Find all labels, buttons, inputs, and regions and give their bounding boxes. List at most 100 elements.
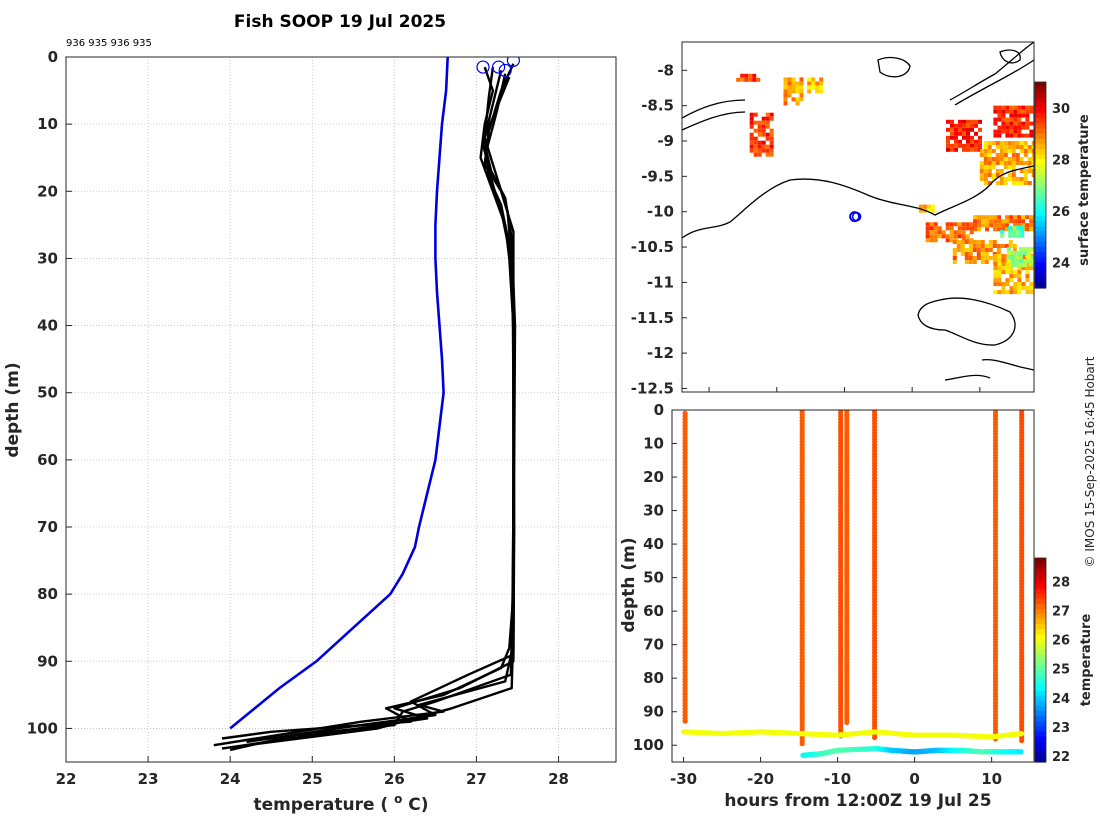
sst-cell (997, 278, 1002, 283)
section-y-tick-label-9: 90 (643, 703, 664, 721)
sst-cell (765, 116, 770, 121)
sst-cell (1018, 247, 1023, 252)
timor-coast-south (682, 165, 1034, 239)
sst-cell (753, 148, 758, 153)
sst-cell (946, 147, 950, 152)
sst-cell (1027, 161, 1032, 165)
sst-cell (783, 77, 788, 82)
sst-cell (995, 169, 1000, 173)
sst-cell (962, 127, 966, 132)
sst-cell (968, 244, 973, 248)
sst-cell (811, 77, 816, 82)
sst-patch-2 (807, 77, 824, 94)
map-colorbar-step (1035, 97, 1046, 104)
map-y-tick-label-3: -9.5 (641, 167, 674, 185)
map-colorbar-step (1035, 143, 1046, 150)
sst-cell (961, 230, 966, 235)
sst-cell (1012, 225, 1017, 230)
small-island (877, 56, 911, 78)
sst-cell (1013, 215, 1018, 220)
section-colorbar-step (1035, 563, 1046, 569)
sst-cell (1017, 129, 1022, 134)
sst-cell (1026, 259, 1031, 264)
sst-cell (983, 145, 988, 149)
sst-cell (799, 77, 804, 82)
sst-cell (1001, 109, 1006, 114)
vessel-position-marker (849, 211, 861, 223)
sst-cell (945, 238, 950, 243)
sst-cell (1005, 109, 1010, 114)
sst-cell (1010, 263, 1015, 268)
sst-cell (1016, 229, 1021, 234)
surface-marker-1 (492, 60, 506, 74)
sst-cell (958, 131, 962, 136)
map-colorbar-step (1035, 102, 1046, 109)
section-colorbar-step (1035, 711, 1046, 717)
sst-cell (918, 208, 923, 213)
sst-cell (984, 260, 989, 264)
section-point (872, 734, 878, 741)
section-colorbar-step (1035, 609, 1046, 615)
profile-axes-background (66, 57, 616, 762)
sst-cell (987, 149, 992, 153)
sst-cell (962, 131, 966, 136)
imos-credit: © IMOS 15-Sep-2025 16:45 Hobart (1083, 356, 1097, 567)
section-y-tick-label-6: 60 (643, 602, 664, 620)
sst-cell (993, 282, 998, 287)
section-y-tick-label-8: 80 (643, 669, 664, 687)
sst-cell (1009, 117, 1014, 122)
sst-cell (995, 157, 1000, 161)
map-colorbar-step (1035, 190, 1046, 196)
section-colorbar-step (1035, 593, 1046, 600)
sst-cell (983, 169, 988, 173)
profile-lines (213, 57, 517, 752)
sst-cell (956, 240, 961, 244)
sst-cell (989, 215, 994, 220)
small-island-2 (999, 49, 1021, 64)
map-colorbar-step (1035, 205, 1046, 212)
section-y-tick-label-1: 10 (643, 435, 664, 453)
sst-patch-0 (736, 73, 761, 82)
sst-cell (1020, 233, 1025, 238)
section-colorbar-tick-4: 26 (1052, 634, 1070, 649)
sst-cell (1026, 255, 1031, 260)
sst-cell (993, 105, 998, 110)
sst-cell (1023, 177, 1028, 181)
sst-cell (1017, 270, 1022, 275)
sst-cell (974, 143, 978, 148)
sst-cell (960, 252, 965, 256)
sst-cell (980, 244, 985, 248)
sst-cell (995, 173, 1000, 177)
sst-cell (1004, 244, 1009, 248)
sst-cell (1021, 125, 1026, 130)
sst-cell (987, 141, 992, 145)
sst-cell (769, 112, 774, 117)
sst-cell (740, 77, 745, 82)
sst-cell (950, 143, 954, 148)
sst-cell (983, 181, 988, 185)
sst-cell (978, 143, 982, 148)
sst-cell (970, 119, 974, 124)
sst-cell (1021, 121, 1026, 126)
sst-cell (1021, 286, 1026, 291)
section-colorbar-step (1035, 573, 1046, 579)
sst-cell (961, 222, 966, 227)
sst-cell (946, 119, 950, 124)
sst-cell (958, 119, 962, 124)
sst-cell (761, 144, 766, 149)
sst-cell (1023, 145, 1028, 149)
sst-cell (1005, 270, 1010, 275)
sst-cell (941, 230, 946, 235)
sst-cell (997, 117, 1002, 122)
sst-cell (1025, 125, 1030, 130)
sst-cell (744, 77, 749, 82)
map-colorbar-step (1035, 262, 1046, 268)
sst-cell (952, 256, 957, 260)
sst-cell (962, 147, 966, 152)
sst-cell (807, 89, 812, 94)
sst-cell (1013, 286, 1018, 291)
sst-cell (985, 227, 990, 232)
sst-cell (753, 112, 758, 117)
sst-cell (979, 169, 984, 173)
section-y-ticks: 0 10 20 30 40 50 60 70 80 90 100 (633, 401, 677, 754)
